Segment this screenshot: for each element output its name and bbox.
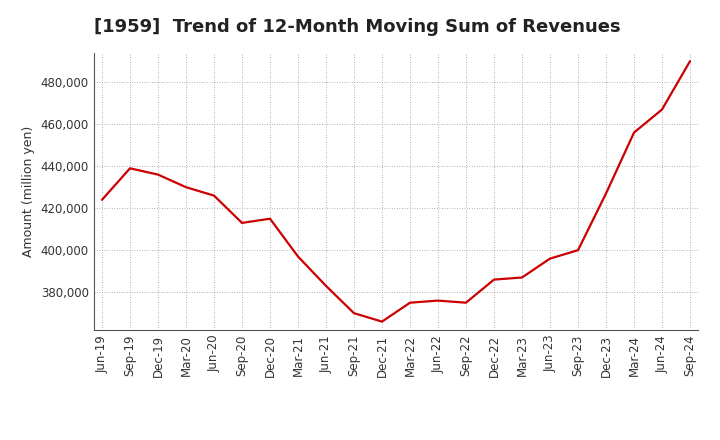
Y-axis label: Amount (million yen): Amount (million yen) (22, 126, 35, 257)
Text: [1959]  Trend of 12-Month Moving Sum of Revenues: [1959] Trend of 12-Month Moving Sum of R… (94, 18, 620, 36)
